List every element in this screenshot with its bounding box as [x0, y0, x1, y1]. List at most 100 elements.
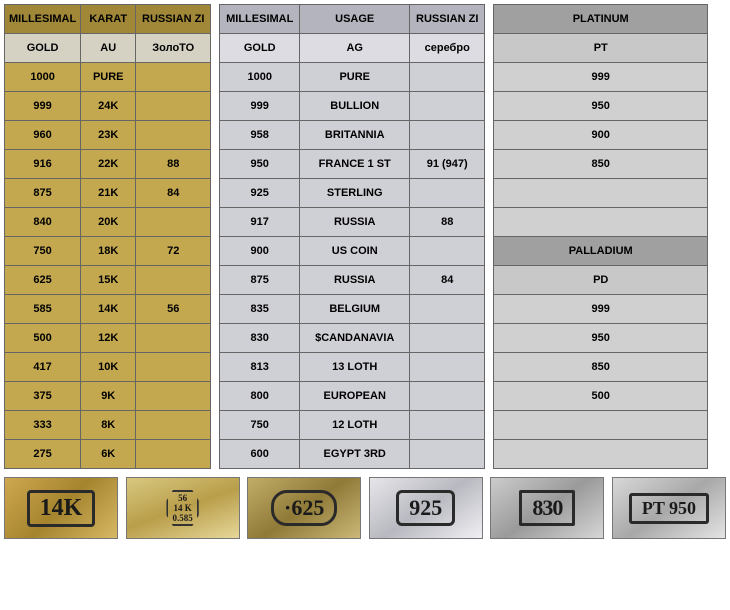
silver-cell-11-2	[410, 382, 485, 411]
gold-cell-11-0: 375	[5, 382, 81, 411]
gold-header-0: MILLESIMAL	[5, 5, 81, 34]
hallmark-56-14k-585-mark: 5614 K0.585	[166, 490, 198, 526]
silver-cell-3-1: FRANCE 1 ST	[300, 150, 410, 179]
silver-cell-0-1: PURE	[300, 63, 410, 92]
silver-cell-10-1: 13 LOTH	[300, 353, 410, 382]
gold-cell-7-0: 625	[5, 266, 81, 295]
palladium-header: PALLADIUM	[494, 237, 708, 266]
silver-cell-6-2	[410, 237, 485, 266]
gold-cell-3-1: 22K	[81, 150, 136, 179]
platinum-cell-5	[494, 208, 708, 237]
palladium-subheader: PD	[494, 266, 708, 295]
silver-cell-12-1: 12 LOTH	[300, 411, 410, 440]
gold-cell-8-1: 14K	[81, 295, 136, 324]
gold-cell-12-0: 333	[5, 411, 81, 440]
silver-cell-5-1: RUSSIA	[300, 208, 410, 237]
hallmark-stamps-row: 14K5614 K0.585·625925830PT 950	[4, 475, 726, 541]
silver-header-0: MILLESIMAL	[220, 5, 300, 34]
gold-cell-7-1: 15K	[81, 266, 136, 295]
silver-cell-1-1: BULLION	[300, 92, 410, 121]
silver-cell-5-2: 88	[410, 208, 485, 237]
silver-cell-8-2	[410, 295, 485, 324]
gold-cell-6-1: 18K	[81, 237, 136, 266]
silver-cell-12-2	[410, 411, 485, 440]
silver-cell-13-0: 600	[220, 440, 300, 469]
gold-cell-7-2	[136, 266, 211, 295]
silver-cell-13-1: EGYPT 3RD	[300, 440, 410, 469]
silver-cell-2-0: 958	[220, 121, 300, 150]
silver-cell-2-1: BRITANNIA	[300, 121, 410, 150]
gold-cell-11-1: 9K	[81, 382, 136, 411]
platinum-header: PLATINUM	[494, 5, 708, 34]
silver-cell-12-0: 750	[220, 411, 300, 440]
silver-cell-7-2: 84	[410, 266, 485, 295]
hallmark-625-mark: ·625	[271, 490, 337, 526]
gold-cell-6-0: 750	[5, 237, 81, 266]
silver-cell-0-0: 1000	[220, 63, 300, 92]
gold-cell-10-2	[136, 353, 211, 382]
gold-cell-1-0: 999	[5, 92, 81, 121]
hallmark-pt950-mark: PT 950	[629, 493, 709, 524]
gold-cell-9-0: 500	[5, 324, 81, 353]
gold-cell-12-2	[136, 411, 211, 440]
gold-cell-10-1: 10K	[81, 353, 136, 382]
gold-cell-3-0: 916	[5, 150, 81, 179]
gold-cell-12-1: 8K	[81, 411, 136, 440]
silver-cell-4-2	[410, 179, 485, 208]
silver-subheader-2: серебро	[410, 34, 485, 63]
platinum-cell-1: 950	[494, 92, 708, 121]
palladium-cell-4	[494, 411, 708, 440]
hallmark-pt950: PT 950	[612, 477, 726, 539]
palladium-cell-0: 999	[494, 295, 708, 324]
silver-cell-4-0: 925	[220, 179, 300, 208]
silver-cell-10-0: 813	[220, 353, 300, 382]
gold-cell-0-0: 1000	[5, 63, 81, 92]
silver-cell-1-0: 999	[220, 92, 300, 121]
palladium-cell-3: 500	[494, 382, 708, 411]
silver-table: MILLESIMALUSAGERUSSIAN ZIGOLDAGсеребро10…	[219, 4, 485, 469]
gold-subheader-0: GOLD	[5, 34, 81, 63]
silver-cell-9-2	[410, 324, 485, 353]
silver-cell-6-1: US COIN	[300, 237, 410, 266]
gold-subheader-2: ЗолоТО	[136, 34, 211, 63]
gold-cell-5-0: 840	[5, 208, 81, 237]
gold-cell-13-2	[136, 440, 211, 469]
gold-cell-6-2: 72	[136, 237, 211, 266]
platinum-subheader: PT	[494, 34, 708, 63]
gold-subheader-1: AU	[81, 34, 136, 63]
silver-cell-11-1: EUROPEAN	[300, 382, 410, 411]
gold-cell-9-2	[136, 324, 211, 353]
palladium-cell-1: 950	[494, 324, 708, 353]
silver-cell-9-1: $CANDANAVIA	[300, 324, 410, 353]
gold-cell-8-2: 56	[136, 295, 211, 324]
platinum-cell-2: 900	[494, 121, 708, 150]
silver-cell-7-1: RUSSIA	[300, 266, 410, 295]
hallmark-925-mark: 925	[396, 490, 455, 526]
silver-cell-5-0: 917	[220, 208, 300, 237]
gold-cell-4-0: 875	[5, 179, 81, 208]
palladium-cell-5	[494, 440, 708, 469]
silver-header-2: RUSSIAN ZI	[410, 5, 485, 34]
silver-cell-7-0: 875	[220, 266, 300, 295]
silver-cell-2-2	[410, 121, 485, 150]
gold-cell-4-1: 21K	[81, 179, 136, 208]
gold-cell-0-1: PURE	[81, 63, 136, 92]
hallmark-830-mark: 830	[519, 490, 575, 526]
gold-cell-10-0: 417	[5, 353, 81, 382]
hallmark-625: ·625	[247, 477, 361, 539]
silver-cell-11-0: 800	[220, 382, 300, 411]
silver-cell-8-0: 835	[220, 295, 300, 324]
gold-cell-4-2: 84	[136, 179, 211, 208]
gold-cell-1-1: 24K	[81, 92, 136, 121]
gold-cell-5-2	[136, 208, 211, 237]
silver-cell-10-2	[410, 353, 485, 382]
silver-cell-6-0: 900	[220, 237, 300, 266]
hallmark-925: 925	[369, 477, 483, 539]
tables-container: MILLESIMALKARATRUSSIAN ZIGOLDAUЗолоТО100…	[4, 4, 726, 469]
gold-cell-9-1: 12K	[81, 324, 136, 353]
gold-cell-3-2: 88	[136, 150, 211, 179]
gold-cell-1-2	[136, 92, 211, 121]
platinum-cell-0: 999	[494, 63, 708, 92]
hallmark-56-14k-585: 5614 K0.585	[126, 477, 240, 539]
silver-cell-0-2	[410, 63, 485, 92]
